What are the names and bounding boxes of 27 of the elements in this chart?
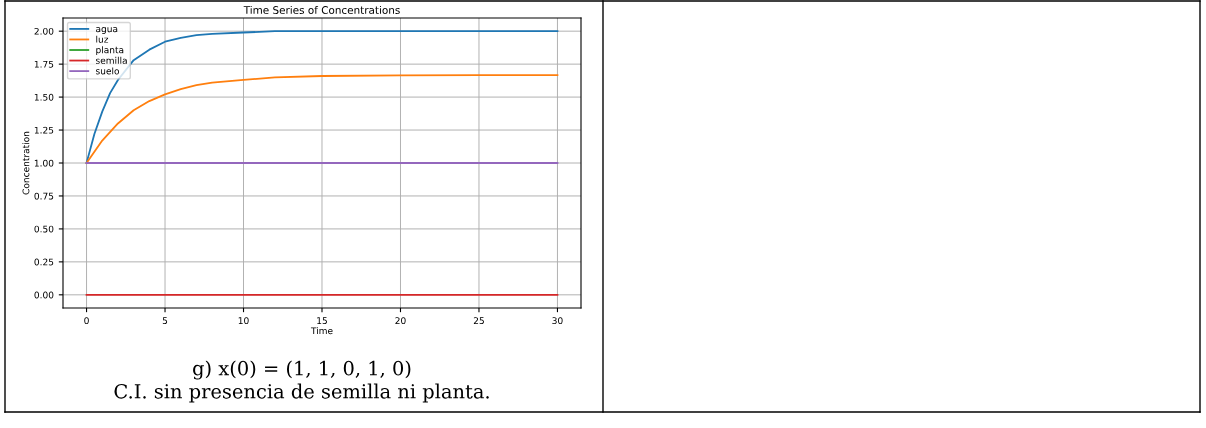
legend-label: suelo: [95, 67, 120, 75]
x-tick-label: 15: [317, 317, 327, 325]
x-tick-label: 10: [238, 317, 249, 325]
text: g) x(0) = (1, 1, 0, 1, 0): [193, 360, 411, 380]
legend-label: planta: [96, 46, 124, 56]
y-axis-title: Concentration: [22, 131, 30, 195]
legend-label: semilla: [95, 56, 127, 64]
line-series: [85, 74, 559, 164]
chart-title: Time Series of Concentrations: [243, 5, 400, 14]
y-tick-label: 1.50: [34, 93, 54, 101]
y-tick-label: 2.00: [34, 27, 54, 35]
text: C.I. sin presencia de semilla ni planta.: [114, 383, 489, 403]
x-axis-title: Time: [310, 327, 333, 335]
y-tick-label: 0.50: [34, 225, 54, 233]
x-tick-label: 20: [395, 317, 406, 325]
y-tick-label: 0.75: [34, 192, 54, 200]
legend-label: luz: [96, 35, 109, 43]
y-tick-label: 0.00: [34, 291, 54, 299]
x-tick-label: 5: [162, 317, 168, 325]
y-tick-label: 1.75: [34, 60, 54, 68]
y-tick-label: 1.00: [34, 159, 54, 167]
y-tick-label: 1.25: [34, 126, 54, 134]
x-tick-label: 30: [552, 317, 563, 325]
legend-label: agua: [96, 27, 118, 34]
y-tick-label: 0.25: [34, 258, 54, 266]
x-tick-label: 25: [473, 317, 484, 325]
x-tick-label: 0: [84, 317, 89, 325]
